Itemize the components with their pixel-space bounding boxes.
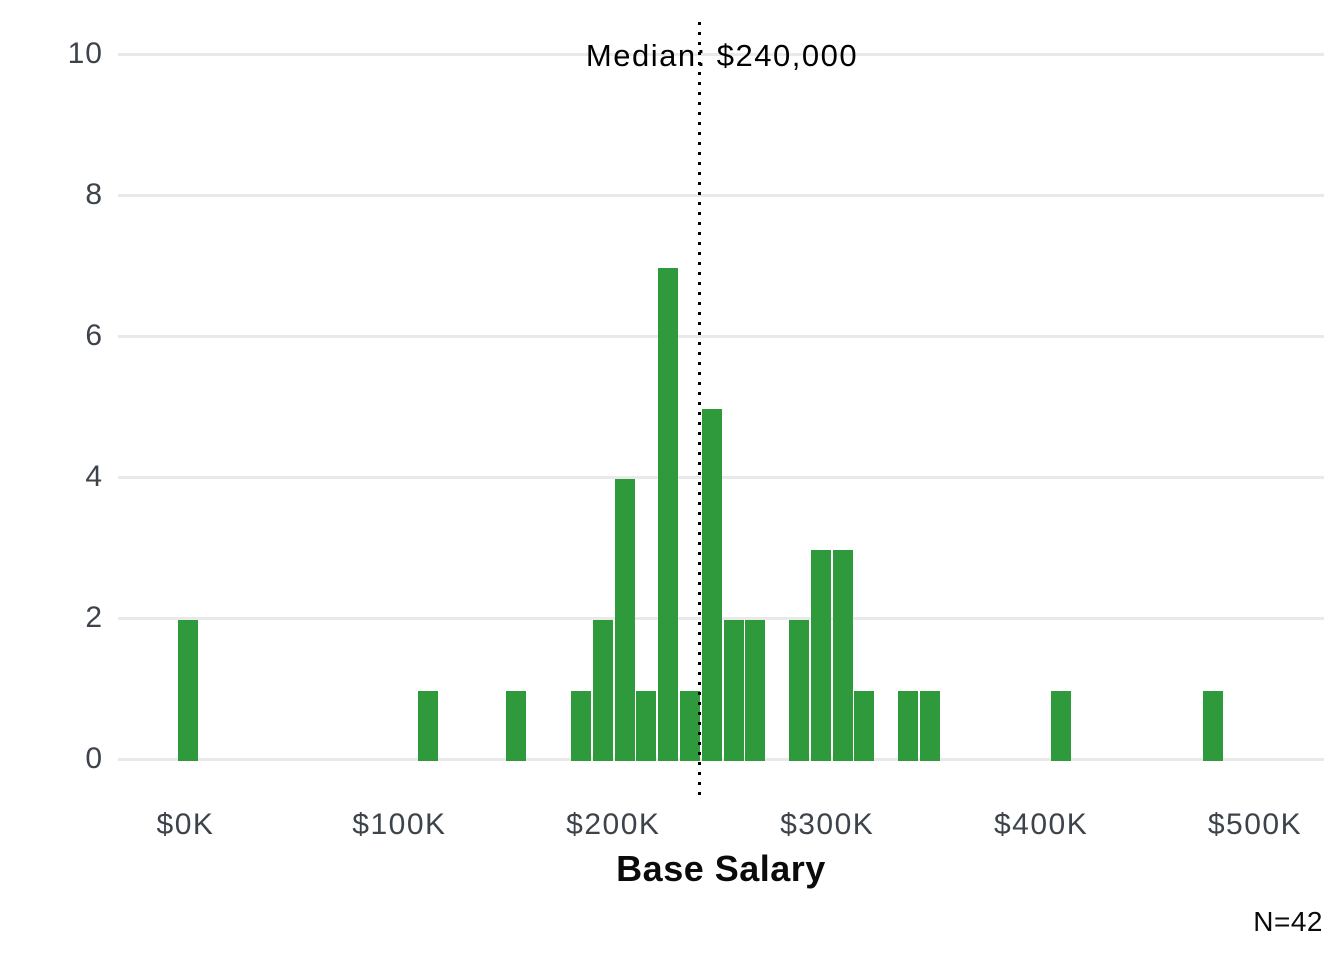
y-tick-label: 10 xyxy=(67,37,103,70)
histogram-bar xyxy=(832,549,853,761)
histogram-bar xyxy=(1203,690,1224,761)
y-gridline xyxy=(118,53,1324,56)
x-tick-label: $200K xyxy=(566,808,661,841)
histogram-bar xyxy=(178,620,199,761)
x-axis-title: Base Salary xyxy=(616,848,826,889)
histogram-bar xyxy=(571,690,591,761)
y-gridline xyxy=(118,194,1324,197)
x-tick-label: $400K xyxy=(993,808,1089,841)
histogram-bar xyxy=(1050,690,1071,761)
histogram-bar xyxy=(418,690,439,761)
y-tick-label: 8 xyxy=(85,178,103,211)
x-tick-label: $100K xyxy=(352,808,447,841)
histogram-bar xyxy=(919,690,940,761)
histogram-bar xyxy=(505,690,526,761)
histogram-bar xyxy=(636,690,657,761)
x-tick-label: $300K xyxy=(780,808,875,841)
histogram-bar xyxy=(658,267,679,761)
y-tick-label: 0 xyxy=(85,742,103,775)
histogram-bar xyxy=(680,690,701,761)
y-tick-label: 2 xyxy=(85,601,103,634)
histogram-bar xyxy=(810,549,831,761)
histogram-bar xyxy=(898,690,919,761)
y-gridline xyxy=(118,335,1324,338)
histogram-bar xyxy=(592,620,613,761)
histogram-bar xyxy=(745,620,766,761)
histogram-bar xyxy=(701,408,722,761)
x-tick-label: $500K xyxy=(1207,808,1303,841)
median-reference-line xyxy=(698,22,701,796)
x-tick-label: $0K xyxy=(156,808,215,841)
y-tick-label: 4 xyxy=(85,460,103,493)
histogram-bar xyxy=(854,690,875,761)
median-annotation: Median: $240,000 xyxy=(585,38,859,73)
y-tick-label: 6 xyxy=(85,319,103,352)
histogram-bar xyxy=(788,620,809,761)
sample-size-label: N=42 xyxy=(1253,906,1323,937)
histogram-bar xyxy=(614,479,635,761)
histogram-bar xyxy=(723,620,744,761)
